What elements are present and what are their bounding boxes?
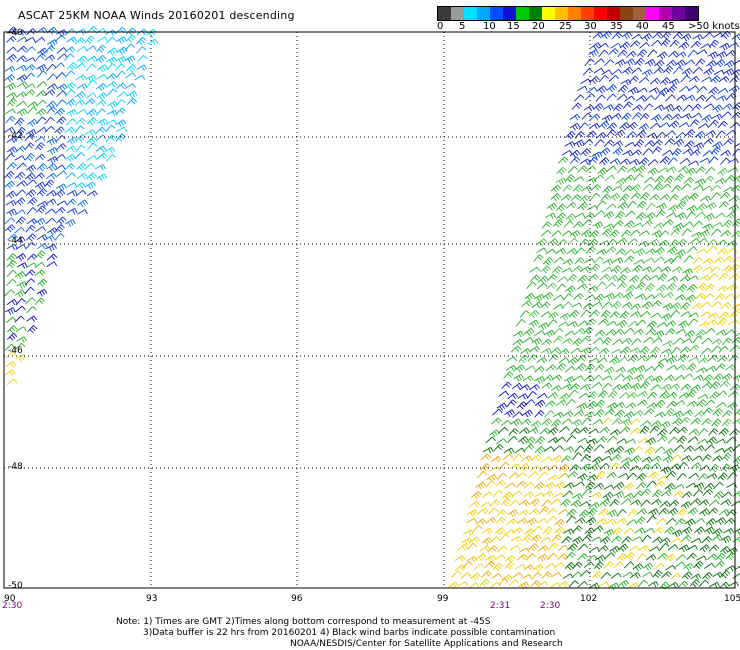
- colorbar-swatch: [477, 7, 490, 20]
- lat-label-42: -42: [8, 131, 23, 141]
- colorbar-swatch: [555, 7, 568, 20]
- colorbar-swatch: [633, 7, 646, 20]
- colorbar-label: 0: [437, 21, 444, 32]
- colorbar-swatch: [451, 7, 464, 20]
- time-label-left: 2:30: [2, 601, 23, 611]
- colorbar-swatch: [503, 7, 516, 20]
- colorbar-swatch: [542, 7, 555, 20]
- note-line-2: 3)Data buffer is 22 hrs from 20160201 4)…: [143, 628, 556, 638]
- wind-speed-colorbar: [437, 6, 699, 21]
- colorbar-swatch: [568, 7, 581, 20]
- lon-label-99: 99: [437, 594, 449, 604]
- colorbar-swatch: [659, 7, 672, 20]
- time-label-1: 2:31: [490, 601, 511, 611]
- right-swath-wind-barbs: [447, 30, 740, 591]
- colorbar-label: 25: [559, 21, 572, 32]
- colorbar-label: 20: [532, 21, 545, 32]
- colorbar-label: >50 knots: [688, 21, 740, 32]
- lon-label-105: 105: [724, 594, 740, 604]
- colorbar-swatch: [620, 7, 633, 20]
- lat-lon-grid: [4, 32, 735, 588]
- map-title: ASCAT 25KM NOAA Winds 20160201 descendin…: [18, 9, 295, 22]
- colorbar-label: 30: [584, 21, 597, 32]
- colorbar-label: 35: [610, 21, 623, 32]
- colorbar-swatch: [438, 7, 451, 20]
- colorbar-label: 45: [662, 21, 675, 32]
- note-line-3: NOAA/NESDIS/Center for Satellite Applica…: [290, 639, 563, 649]
- colorbar-swatch: [581, 7, 594, 20]
- colorbar-label: 10: [483, 21, 496, 32]
- note-line-1: Note: 1) Times are GMT 2)Times along bot…: [116, 617, 491, 627]
- colorbar-swatch: [490, 7, 503, 20]
- colorbar-swatch: [646, 7, 659, 20]
- colorbar-swatch: [607, 7, 620, 20]
- lon-label-90: 90: [4, 594, 16, 604]
- colorbar-swatch: [672, 7, 685, 20]
- lon-label-93: 93: [146, 594, 158, 604]
- colorbar-swatch: [529, 7, 542, 20]
- time-label-2: 2:30: [540, 601, 561, 611]
- lat-label-50: -50: [8, 581, 23, 591]
- lon-label-102: 102: [580, 594, 598, 604]
- colorbar-swatch: [516, 7, 529, 20]
- lat-label-44: -44: [8, 236, 23, 246]
- lat-label-40: -40: [8, 28, 23, 38]
- colorbar-swatch: [685, 7, 698, 20]
- map-frame: [3, 31, 736, 589]
- lat-label-46: -46: [8, 346, 23, 356]
- left-swath-wind-barbs: [4, 25, 158, 385]
- colorbar-swatch: [594, 7, 607, 20]
- lat-label-48: -48: [8, 462, 23, 472]
- colorbar-swatch: [464, 7, 477, 20]
- colorbar-label: 15: [507, 21, 520, 32]
- colorbar-label: 5: [459, 21, 466, 32]
- lon-label-96: 96: [291, 594, 303, 604]
- colorbar-label: 40: [636, 21, 649, 32]
